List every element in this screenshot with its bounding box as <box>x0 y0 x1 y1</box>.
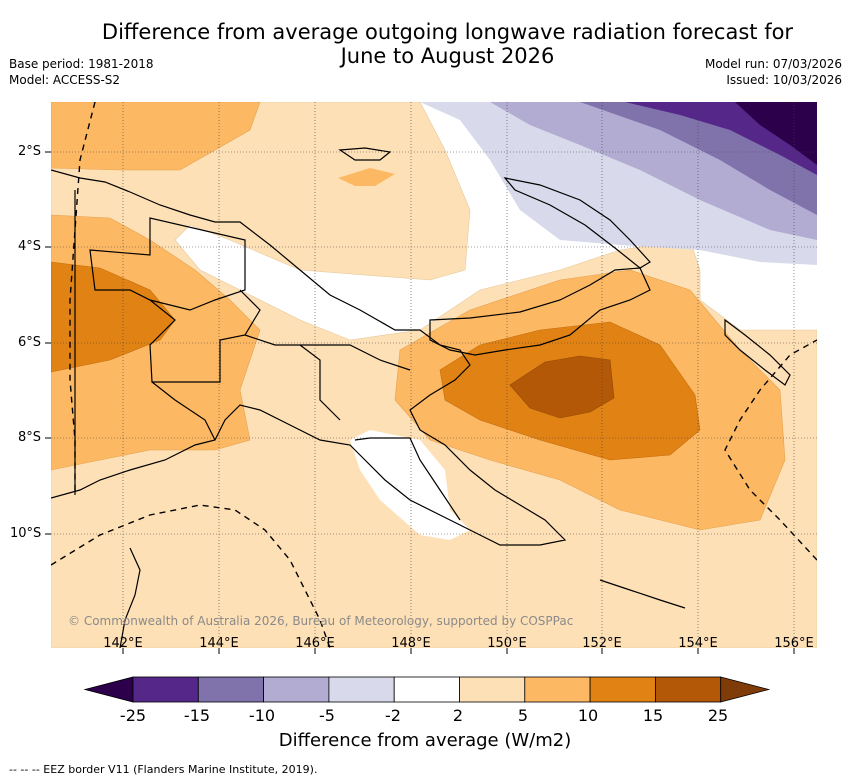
base-period: Base period: 1981-2018 <box>9 57 154 71</box>
lon-label-150e: 150°E <box>487 636 527 651</box>
lat-label-8s: 8°S <box>18 430 42 445</box>
cape-york-coast <box>119 547 141 648</box>
new-britain-coast <box>429 267 651 356</box>
contour-15-25 <box>509 355 615 419</box>
colorbar-swatch-6 <box>524 676 591 703</box>
lat-label-2s: 2°S <box>18 144 42 159</box>
colorbar-swatch-3 <box>328 676 395 703</box>
provincial-borders <box>74 190 461 521</box>
axis-ticks <box>45 151 795 654</box>
colorbar-label-1: -15 <box>183 706 211 725</box>
lon-label-148e: 148°E <box>391 636 431 651</box>
map-title: Difference from average outgoing longwav… <box>60 20 835 68</box>
colorbar-swatch-7 <box>589 676 656 703</box>
meta-left: Base period: 1981-2018 Model: ACCESS-S2 <box>9 56 154 88</box>
contour-below-neg25 <box>735 102 817 165</box>
copyright-notice: © Commonwealth of Australia 2026, Bureau… <box>68 614 574 628</box>
colorbar-extend-high <box>720 676 771 703</box>
colorbar-label-4: -2 <box>385 706 401 725</box>
graticule <box>51 102 817 648</box>
lon-label-146e: 146°E <box>295 636 335 651</box>
louisiade-coast <box>599 579 686 609</box>
colorbar-swatch-1 <box>197 676 265 703</box>
colorbar-swatch-0 <box>132 676 199 703</box>
colorbar-swatch-5 <box>459 676 526 703</box>
new-ireland-coast <box>503 177 651 269</box>
model-name: Model: ACCESS-S2 <box>9 73 121 87</box>
eez-borders <box>51 102 817 648</box>
lon-label-154e: 154°E <box>678 636 718 651</box>
contour-5-10-north <box>51 102 261 171</box>
contour-10-15-west <box>51 261 176 373</box>
colorbar-label-2: -10 <box>248 706 276 725</box>
colorbar-swatch-2 <box>263 676 330 703</box>
colorbar-label-5: 2 <box>452 706 464 725</box>
contour-5-10-island <box>338 168 395 186</box>
lon-label-156e: 156°E <box>774 636 814 651</box>
colorbar-label-0: -25 <box>119 706 147 725</box>
lon-label-152e: 152°E <box>582 636 622 651</box>
manus-coast <box>338 147 392 161</box>
colorbar-label-3: -5 <box>319 706 335 725</box>
colorbar-extend-low <box>83 676 134 703</box>
new-guinea-coast <box>51 169 567 546</box>
lat-label-6s: 6°S <box>18 335 42 350</box>
title-line-2: June to August 2026 <box>340 44 555 68</box>
colorbar-title: Difference from average (W/m2) <box>278 730 572 751</box>
meta-right: Model run: 07/03/2026 Issued: 10/03/2026 <box>705 56 842 88</box>
bougainville-coast <box>724 318 791 386</box>
lat-label-10s: 10°S <box>10 526 42 541</box>
colorbar-label-8: 15 <box>642 706 664 725</box>
lon-label-144e: 144°E <box>199 636 239 651</box>
lat-label-4s: 4°S <box>18 239 42 254</box>
contour-layer <box>51 102 817 648</box>
title-line-1: Difference from average outgoing longwav… <box>101 20 794 44</box>
lon-label-142e: 142°E <box>103 636 143 651</box>
colorbar-swatch-4 <box>393 676 460 703</box>
issued-date: Issued: 10/03/2026 <box>726 73 842 87</box>
colorbar <box>83 676 771 703</box>
coastlines <box>51 147 791 648</box>
colorbar-label-9: 25 <box>707 706 729 725</box>
eez-footnote: -- -- -- EEZ border V11 (Flanders Marine… <box>9 763 318 776</box>
model-run: Model run: 07/03/2026 <box>704 57 842 71</box>
colorbar-swatch-8 <box>655 676 722 703</box>
colorbar-label-6: 5 <box>517 706 529 725</box>
colorbar-label-7: 10 <box>577 706 599 725</box>
contour-neutral-gap <box>350 430 470 540</box>
